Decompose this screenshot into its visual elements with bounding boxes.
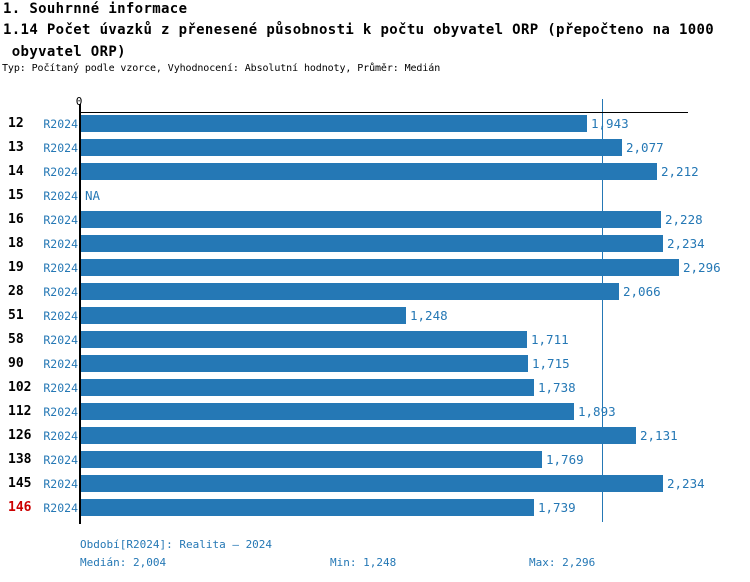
value-label: 1,248 (410, 308, 448, 323)
row-id-label: 18 (8, 236, 24, 251)
value-bar (81, 403, 574, 420)
value-bar (81, 427, 636, 444)
row-period-label: R2024 (43, 213, 78, 227)
chart-row: 28 R2024 2,066 (0, 280, 750, 304)
chart-row: 90 R2024 1,715 (0, 352, 750, 376)
axis-line-top (80, 112, 688, 113)
row-id-label: 28 (8, 284, 24, 299)
row-period-label: R2024 (43, 381, 78, 395)
value-bar (81, 331, 527, 348)
row-id-label: 13 (8, 140, 24, 155)
value-bar (81, 211, 661, 228)
chart-row: 138 R2024 1,769 (0, 448, 750, 472)
row-id-label: 12 (8, 116, 24, 131)
value-bar (81, 379, 534, 396)
row-period-label: R2024 (43, 501, 78, 515)
chart-row: 12 R2024 1,943 (0, 112, 750, 136)
chart-row: 102 R2024 1,738 (0, 376, 750, 400)
row-period-label: R2024 (43, 405, 78, 419)
value-label: 2,296 (683, 260, 721, 275)
row-period-label: R2024 (43, 165, 78, 179)
chart-rows: 12 R2024 1,943 13 R2024 2,077 14 R2024 2,212 15 R2… (0, 112, 750, 520)
chart-row: 19 R2024 2,296 (0, 256, 750, 280)
indicator-title-line2: obyvatel ORP) (3, 44, 126, 60)
chart-row: 14 R2024 2,212 (0, 160, 750, 184)
row-id-label: 19 (8, 260, 24, 275)
value-label: 1,943 (591, 116, 629, 131)
value-label: 2,212 (661, 164, 699, 179)
row-period-label: R2024 (43, 117, 78, 131)
value-label: 1,715 (532, 356, 570, 371)
axis-zero-label: 0 (75, 95, 83, 108)
row-id-label: 14 (8, 164, 24, 179)
chart-row: 112 R2024 1,893 (0, 400, 750, 424)
value-bar (81, 499, 534, 516)
value-label: 2,077 (626, 140, 664, 155)
indicator-meta: Typ: Počítaný podle vzorce, Vyhodnocení:… (2, 63, 441, 74)
row-period-label: R2024 (43, 237, 78, 251)
row-id-label: 51 (8, 308, 24, 323)
value-label: 2,131 (640, 428, 678, 443)
value-label: 2,228 (665, 212, 703, 227)
chart-row: 16 R2024 2,228 (0, 208, 750, 232)
chart-row: 58 R2024 1,711 (0, 328, 750, 352)
value-label: 1,893 (578, 404, 616, 419)
value-label: 2,234 (667, 476, 705, 491)
row-period-label: R2024 (43, 261, 78, 275)
value-label: 1,739 (538, 500, 576, 515)
row-period-label: R2024 (43, 333, 78, 347)
value-bar (81, 163, 657, 180)
value-label: 1,738 (538, 380, 576, 395)
na-label: NA (85, 188, 101, 203)
row-id-label: 15 (8, 188, 24, 203)
row-period-label: R2024 (43, 429, 78, 443)
value-label: 2,234 (667, 236, 705, 251)
row-id-label: 145 (8, 476, 32, 491)
row-id-label: 138 (8, 452, 32, 467)
value-label: 1,711 (531, 332, 569, 347)
row-id-label-highlighted: 146 (8, 500, 32, 515)
chart-row: 145 R2024 2,234 (0, 472, 750, 496)
axis-line-left (79, 104, 81, 524)
row-period-label: R2024 (43, 285, 78, 299)
value-bar (81, 235, 663, 252)
section-title: 1. Souhrnné informace (3, 1, 188, 17)
chart-row: 13 R2024 2,077 (0, 136, 750, 160)
value-label: 2,066 (623, 284, 661, 299)
indicator-title-line1: 1.14 Počet úvazků z přenesené působnosti… (3, 22, 715, 38)
value-label: 1,769 (546, 452, 584, 467)
value-bar (81, 115, 587, 132)
chart-row: 18 R2024 2,234 (0, 232, 750, 256)
median-stat: Medián: 2,004 (80, 556, 167, 569)
row-period-label: R2024 (43, 141, 78, 155)
value-bar (81, 283, 619, 300)
chart-row: 146 R2024 1,739 (0, 496, 750, 520)
row-period-label: R2024 (43, 477, 78, 491)
row-period-label: R2024 (43, 357, 78, 371)
row-period-label: R2024 (43, 309, 78, 323)
chart-row: 51 R2024 1,248 (0, 304, 750, 328)
median-line (602, 99, 603, 522)
value-bar (81, 355, 528, 372)
row-id-label: 58 (8, 332, 24, 347)
chart-row: 15 R2024 NA (0, 184, 750, 208)
chart-row: 126 R2024 2,131 (0, 424, 750, 448)
min-stat: Min: 1,248 (330, 556, 397, 569)
period-caption: Období[R2024]: Realita – 2024 (80, 538, 273, 551)
row-id-label: 112 (8, 404, 32, 419)
value-bar (81, 259, 679, 276)
value-bar (81, 139, 622, 156)
row-period-label: R2024 (43, 189, 78, 203)
row-id-label: 102 (8, 380, 32, 395)
row-id-label: 126 (8, 428, 32, 443)
row-period-label: R2024 (43, 453, 78, 467)
max-stat: Max: 2,296 (529, 556, 596, 569)
row-id-label: 90 (8, 356, 24, 371)
value-bar (81, 475, 663, 492)
value-bar (81, 307, 406, 324)
value-bar (81, 451, 542, 468)
row-id-label: 16 (8, 212, 24, 227)
